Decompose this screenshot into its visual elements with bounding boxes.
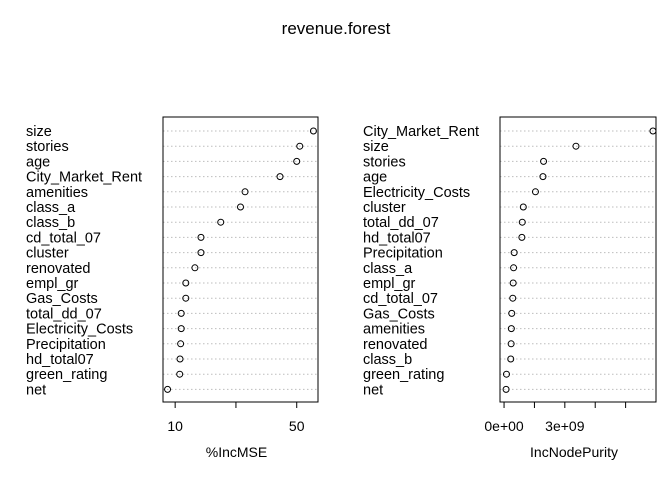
- data-point: [182, 294, 190, 302]
- category-label: amenities: [363, 322, 425, 338]
- category-label: green_rating: [26, 367, 107, 383]
- category-label: cd_total_07: [26, 230, 101, 246]
- data-point: [518, 233, 526, 241]
- category-label: renovated: [363, 337, 428, 353]
- x-tick-label: 0e+00: [484, 418, 524, 434]
- data-point: [177, 325, 185, 333]
- category-label: age: [26, 154, 50, 170]
- plot-frame: [499, 116, 657, 403]
- data-point: [507, 355, 515, 363]
- category-label: net: [363, 382, 383, 398]
- data-point: [539, 173, 547, 181]
- data-point: [508, 309, 516, 317]
- category-label: Gas_Costs: [26, 291, 98, 307]
- category-label: class_a: [26, 200, 76, 216]
- category-label: Gas_Costs: [363, 306, 435, 322]
- data-point: [237, 203, 244, 211]
- category-label: cluster: [26, 246, 69, 262]
- category-label: City_Market_Rent: [363, 124, 479, 140]
- data-point: [197, 233, 205, 241]
- category-label: cluster: [363, 200, 406, 216]
- category-label: stories: [363, 154, 406, 170]
- data-point: [177, 309, 185, 317]
- data-point: [164, 385, 172, 393]
- data-point: [309, 127, 317, 135]
- data-point: [509, 294, 517, 302]
- data-point: [176, 370, 184, 378]
- data-point: [519, 203, 527, 211]
- data-point: [509, 279, 517, 287]
- category-label: stories: [26, 139, 69, 155]
- panel-2: City_Market_RentsizestoriesageElectricit…: [363, 116, 657, 460]
- x-tick-label: 50: [289, 418, 305, 434]
- data-point: [191, 264, 199, 272]
- data-point: [518, 218, 526, 226]
- data-point: [241, 188, 249, 196]
- category-label: City_Market_Rent: [26, 170, 142, 186]
- category-label: size: [26, 124, 52, 140]
- plot-frame: [162, 116, 319, 403]
- data-point: [507, 325, 515, 333]
- category-label: total_dd_07: [363, 215, 439, 231]
- category-label: hd_total07: [26, 352, 94, 368]
- data-point: [502, 370, 510, 378]
- x-tick-label: 3e+09: [545, 418, 585, 434]
- data-point: [507, 340, 515, 348]
- category-label: green_rating: [363, 367, 444, 383]
- data-point: [510, 264, 518, 272]
- x-axis-label: IncNodePurity: [530, 444, 618, 460]
- data-point: [177, 340, 185, 348]
- category-label: Electricity_Costs: [363, 185, 470, 201]
- dotchart-panels: sizestoriesageCity_Market_Rentamenitiesc…: [26, 116, 657, 460]
- x-tick-label: 10: [167, 418, 183, 434]
- data-point: [510, 249, 518, 257]
- category-label: net: [26, 382, 46, 398]
- category-label: Precipitation: [363, 246, 443, 262]
- data-point: [502, 385, 510, 393]
- category-label: empl_gr: [363, 276, 416, 292]
- x-axis-label: %IncMSE: [206, 444, 267, 460]
- category-label: class_b: [26, 215, 75, 231]
- data-point: [276, 173, 284, 181]
- category-label: Electricity_Costs: [26, 322, 133, 338]
- category-label: Precipitation: [26, 337, 106, 353]
- category-label: amenities: [26, 185, 88, 201]
- data-point: [296, 142, 304, 150]
- data-point: [217, 218, 225, 226]
- data-point: [572, 142, 580, 150]
- category-label: size: [363, 139, 389, 155]
- category-label: total_dd_07: [26, 306, 102, 322]
- data-point: [176, 355, 184, 363]
- panel-1: sizestoriesageCity_Market_Rentamenitiesc…: [26, 116, 319, 460]
- category-label: class_b: [363, 352, 412, 368]
- category-label: age: [363, 170, 387, 186]
- category-label: hd_total07: [363, 230, 431, 246]
- chart-title: revenue.forest: [282, 19, 391, 38]
- category-label: cd_total_07: [363, 291, 438, 307]
- data-point: [540, 157, 548, 165]
- data-point: [531, 188, 539, 196]
- category-label: empl_gr: [26, 276, 79, 292]
- data-point: [293, 157, 301, 165]
- data-point: [182, 279, 190, 287]
- data-point: [197, 249, 205, 257]
- category-label: class_a: [363, 261, 413, 277]
- category-label: renovated: [26, 261, 91, 277]
